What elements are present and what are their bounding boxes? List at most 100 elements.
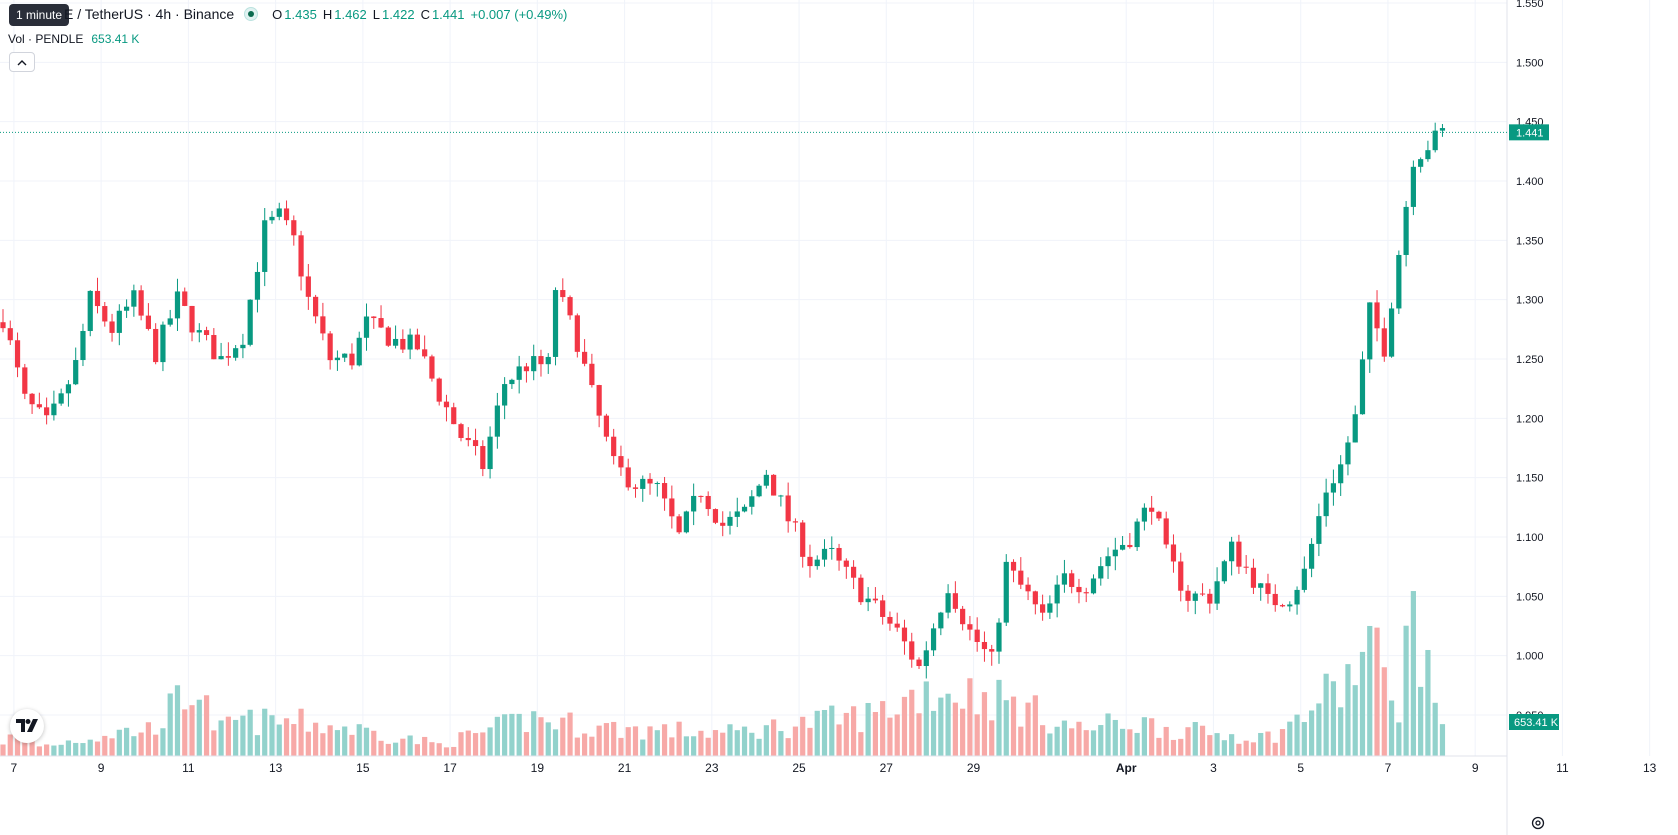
- volume-bar: [327, 725, 333, 756]
- time-axis[interactable]: 7911131517192123252729Apr35791113151719: [0, 755, 1678, 775]
- volume-bar: [1207, 735, 1213, 756]
- candle-body: [1323, 492, 1329, 517]
- gear-icon[interactable]: [1530, 815, 1546, 831]
- candle-body: [603, 415, 610, 437]
- candle-body: [1425, 150, 1431, 160]
- candle-body: [1185, 590, 1191, 601]
- price-tick-label: 1.100: [1516, 532, 1544, 544]
- volume-bar: [821, 709, 828, 756]
- volume-bar: [1418, 686, 1424, 756]
- volume-bar: [94, 741, 101, 756]
- price-tick-label: 1.000: [1516, 651, 1544, 663]
- volume-bar: [640, 739, 646, 756]
- volume-bar: [727, 724, 733, 756]
- volume-bar: [1258, 732, 1264, 756]
- candle-body: [1010, 561, 1017, 571]
- candle-body: [451, 407, 457, 425]
- candle-body: [160, 324, 166, 363]
- volume-bar: [1083, 730, 1089, 756]
- candle-body: [1069, 573, 1075, 587]
- candle-body: [552, 290, 559, 357]
- volume-bar: [189, 705, 195, 756]
- candle-body: [334, 357, 341, 361]
- market-status-icon[interactable]: [244, 7, 259, 21]
- symbol-legend[interactable]: E / TetherUS · 4h · Binance O 1.435 H 1.46…: [8, 6, 567, 22]
- candle-body: [276, 208, 282, 217]
- candle-body: [1294, 589, 1300, 605]
- volume-bar: [807, 727, 813, 756]
- candle-body: [1381, 328, 1387, 357]
- volume-bar: [1090, 730, 1097, 756]
- volume-bar: [1381, 667, 1387, 756]
- candle-body: [974, 629, 980, 642]
- volume-bar: [443, 747, 450, 756]
- volume-bar: [414, 744, 420, 756]
- volume-bar: [1134, 732, 1140, 756]
- candle-body: [305, 276, 311, 297]
- volume-bar: [552, 729, 559, 756]
- candle-body: [327, 333, 333, 361]
- candle-body: [51, 403, 57, 416]
- candle-body: [65, 384, 72, 394]
- volume-bar: [1199, 725, 1206, 756]
- volume-bar: [887, 717, 893, 756]
- price-axis[interactable]: 0.9501.0001.0501.1001.1501.2001.2501.300…: [1506, 0, 1559, 835]
- symbol-title[interactable]: E / TetherUS · 4h · Binance: [64, 6, 235, 22]
- price-tick-label: 1.150: [1516, 473, 1544, 485]
- price-tick-label: 1.300: [1516, 295, 1544, 307]
- candle-body: [821, 548, 828, 560]
- volume-bar: [51, 745, 57, 756]
- candle-body: [247, 299, 253, 345]
- volume-bar: [960, 708, 966, 756]
- current-price-label-bg: [1509, 124, 1549, 141]
- time-tick-label: 13: [269, 761, 283, 775]
- volume-bar: [632, 726, 639, 756]
- volume-bar: [269, 715, 275, 756]
- volume-bar: [1338, 707, 1344, 756]
- candle-body: [516, 366, 522, 380]
- volume-legend[interactable]: Vol · PENDLE 653.41 K: [8, 32, 139, 46]
- volume-bar: [7, 734, 13, 756]
- candle-body: [807, 556, 813, 567]
- candle-body: [1199, 593, 1206, 595]
- volume-bar: [930, 710, 937, 756]
- time-tick-label: Apr: [1116, 761, 1137, 775]
- volume-bar: [1403, 625, 1409, 756]
- tradingview-logo-icon[interactable]: [10, 709, 44, 743]
- volume-bar: [582, 733, 588, 756]
- volume-bar: [901, 696, 908, 756]
- close-label: C: [420, 6, 430, 22]
- candle-body: [669, 498, 675, 517]
- volume-bar: [1229, 734, 1235, 756]
- volume-bar: [836, 724, 842, 756]
- candle-body: [1410, 166, 1416, 207]
- volume-bar: [712, 730, 719, 756]
- volume-bar: [80, 743, 86, 756]
- volume-bar: [611, 721, 617, 756]
- collapse-legend-button[interactable]: [9, 52, 35, 72]
- volume-bar: [771, 719, 777, 756]
- candle-body: [363, 316, 370, 338]
- volume-bar: [967, 678, 973, 756]
- candle-body: [574, 315, 580, 352]
- volume-bar: [938, 697, 944, 756]
- volume-bar: [603, 723, 610, 756]
- volume-bar: [778, 731, 784, 756]
- volume-bar: [203, 695, 210, 756]
- volume-bar: [73, 742, 79, 756]
- candle-body: [1127, 544, 1133, 548]
- candle-body: [1018, 570, 1024, 585]
- candle-body: [1047, 603, 1053, 613]
- candle-body: [342, 353, 348, 358]
- candle-body: [829, 547, 835, 549]
- volume-bar: [378, 740, 384, 756]
- candle-body: [1403, 206, 1409, 255]
- volume-bar: [698, 730, 704, 756]
- candle-body: [1156, 511, 1162, 519]
- volume-bar: [676, 721, 682, 756]
- volume-bar: [1112, 719, 1118, 756]
- candle-body: [291, 220, 297, 236]
- time-tick-label: 19: [531, 761, 545, 775]
- candle-body: [58, 393, 64, 404]
